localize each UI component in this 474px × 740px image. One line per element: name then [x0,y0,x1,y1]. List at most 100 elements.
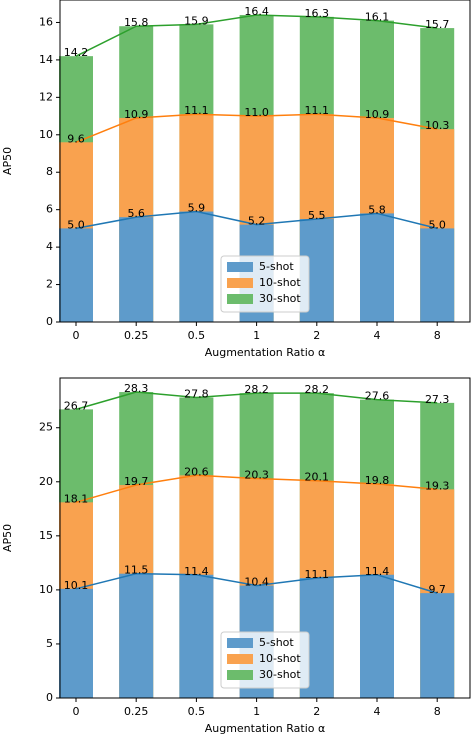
x-tick-label: 2 [313,329,320,342]
data-label: 5.6 [127,207,145,220]
legend-label: 10-shot [259,652,301,665]
y-tick-label: 0 [46,691,53,704]
bar [420,228,455,322]
data-label: 20.3 [244,469,269,482]
x-axis-label: Augmentation Ratio α [205,722,326,735]
bar [179,211,214,322]
y-tick-label: 14 [39,53,53,66]
y-tick-label: 2 [46,278,53,291]
data-label: 27.8 [184,387,209,400]
y-tick-label: 4 [46,240,53,253]
data-label: 19.7 [124,475,149,488]
legend-swatch [227,278,253,288]
legend-swatch [227,654,253,664]
y-axis-label: AP50 [1,147,14,175]
y-tick-label: 0 [46,315,53,328]
x-tick-label: 0.25 [124,329,149,342]
data-label: 20.6 [184,465,209,478]
y-tick-label: 10 [39,128,53,141]
legend-swatch [227,294,253,304]
bar [119,217,154,322]
x-tick-label: 0.5 [188,329,206,342]
data-label: 11.4 [184,565,209,578]
y-tick-label: 15 [39,529,53,542]
data-label: 28.3 [124,382,149,395]
line [75,572,438,594]
x-tick-label: 2 [313,705,320,718]
y-tick-label: 12 [39,90,53,103]
y-tick-label: 16 [39,15,53,28]
data-label: 11.4 [365,565,390,578]
data-label: 11.1 [184,104,209,117]
x-tick-label: 0.25 [124,705,149,718]
x-tick-label: 8 [434,329,441,342]
data-label: 9.6 [67,132,85,145]
data-label: 15.8 [124,16,149,29]
bar [420,593,455,698]
data-label: 5.0 [67,218,85,231]
bar [59,588,93,698]
y-axis-label: AP50 [1,524,14,552]
bar [360,574,394,698]
x-tick-label: 1 [253,705,260,718]
data-label: 27.3 [425,393,450,406]
y-tick-label: 20 [39,475,53,488]
data-label: 18.1 [64,492,89,505]
legend-swatch [227,638,253,648]
data-label: 10.4 [244,576,269,589]
bar [59,228,93,322]
axes-frame [59,377,471,699]
axes-frame [59,0,471,323]
x-tick-label: 0 [73,329,80,342]
data-label: 9.7 [428,583,446,596]
line [75,474,438,504]
data-label: 27.6 [365,390,390,403]
data-label: 16.1 [365,11,390,24]
data-label: 16.3 [305,7,330,20]
data-label: 11.5 [124,564,149,577]
data-label: 26.7 [64,399,89,412]
x-tick-label: 4 [374,329,381,342]
x-axis-label: Augmentation Ratio α [205,346,326,359]
x-tick-label: 1 [253,329,260,342]
data-label: 28.2 [244,383,269,396]
data-label: 15.9 [184,14,209,27]
data-label: 15.7 [425,18,450,31]
data-label: 10.9 [124,108,149,121]
line [75,391,438,411]
x-tick-label: 4 [374,705,381,718]
data-label: 11.1 [305,104,330,117]
data-label: 14.2 [64,46,89,59]
y-tick-label: 5 [46,637,53,650]
data-label: 10.3 [425,119,450,132]
data-label: 19.8 [365,474,390,487]
data-label: 10.9 [365,108,390,121]
data-label: 5.5 [308,209,326,222]
x-tick-label: 0 [73,705,80,718]
legend-label: 5-shot [259,636,294,649]
data-label: 10.1 [64,579,89,592]
legend-swatch [227,262,253,272]
bar [360,213,394,322]
line [75,14,438,57]
bar [119,573,154,698]
legend-label: 30-shot [259,292,301,305]
data-label: 16.4 [244,5,269,18]
data-label: 11.0 [244,106,269,119]
data-label: 11.1 [305,568,330,581]
y-tick-label: 8 [46,165,53,178]
data-label: 5.2 [248,215,266,228]
bar [179,574,214,698]
y-tick-label: 6 [46,203,53,216]
line [75,210,438,230]
legend-label: 30-shot [259,668,301,681]
data-label: 28.2 [305,383,330,396]
x-tick-label: 8 [434,705,441,718]
legend-label: 10-shot [259,276,301,289]
data-label: 5.9 [188,202,206,215]
data-label: 5.0 [428,218,446,231]
x-tick-label: 0.5 [188,705,206,718]
y-tick-label: 25 [39,421,53,434]
legend-swatch [227,670,253,680]
